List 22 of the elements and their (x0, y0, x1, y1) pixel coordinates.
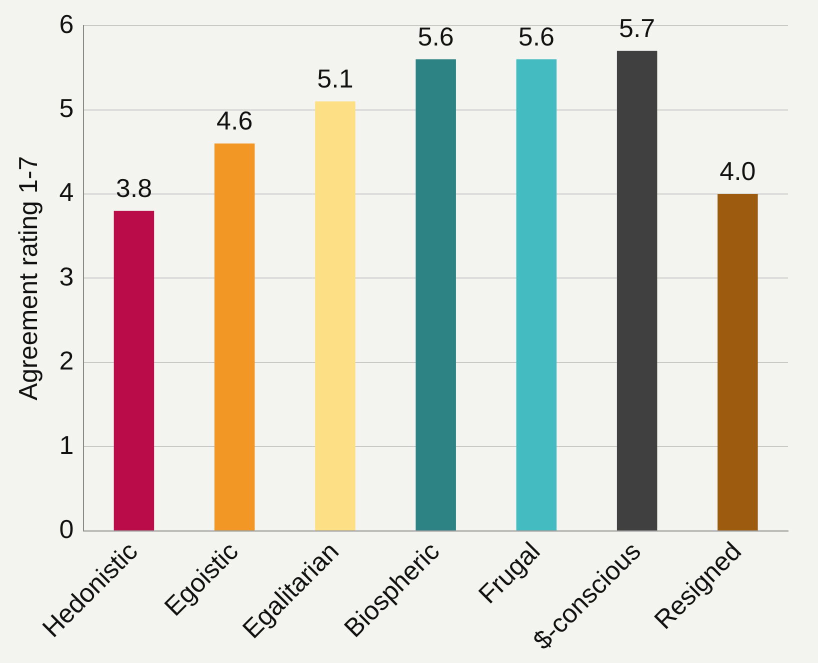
bar (516, 59, 557, 530)
data-label: 5.7 (618, 13, 656, 44)
y-tick-label: 1 (59, 430, 74, 460)
y-tick-label: 6 (59, 8, 74, 39)
data-label: 5.6 (418, 21, 454, 52)
y-tick-label: 4 (59, 177, 74, 208)
y-axis-title: Agreement rating 1-7 (12, 156, 43, 400)
y-tick-label: 0 (59, 514, 74, 544)
y-tick-label: 2 (59, 346, 74, 376)
bar (114, 210, 154, 530)
data-label: 3.8 (116, 173, 152, 204)
bar (214, 143, 255, 530)
bar (616, 50, 658, 530)
y-tick-label: 5 (59, 92, 74, 123)
bar (718, 194, 758, 530)
bar (416, 59, 456, 530)
data-label: 4.0 (720, 156, 756, 186)
data-label: 4.6 (216, 106, 253, 136)
bar (315, 101, 356, 530)
data-label: 5.6 (518, 21, 555, 52)
data-label: 5.1 (317, 64, 354, 94)
y-tick-label: 3 (59, 261, 74, 292)
